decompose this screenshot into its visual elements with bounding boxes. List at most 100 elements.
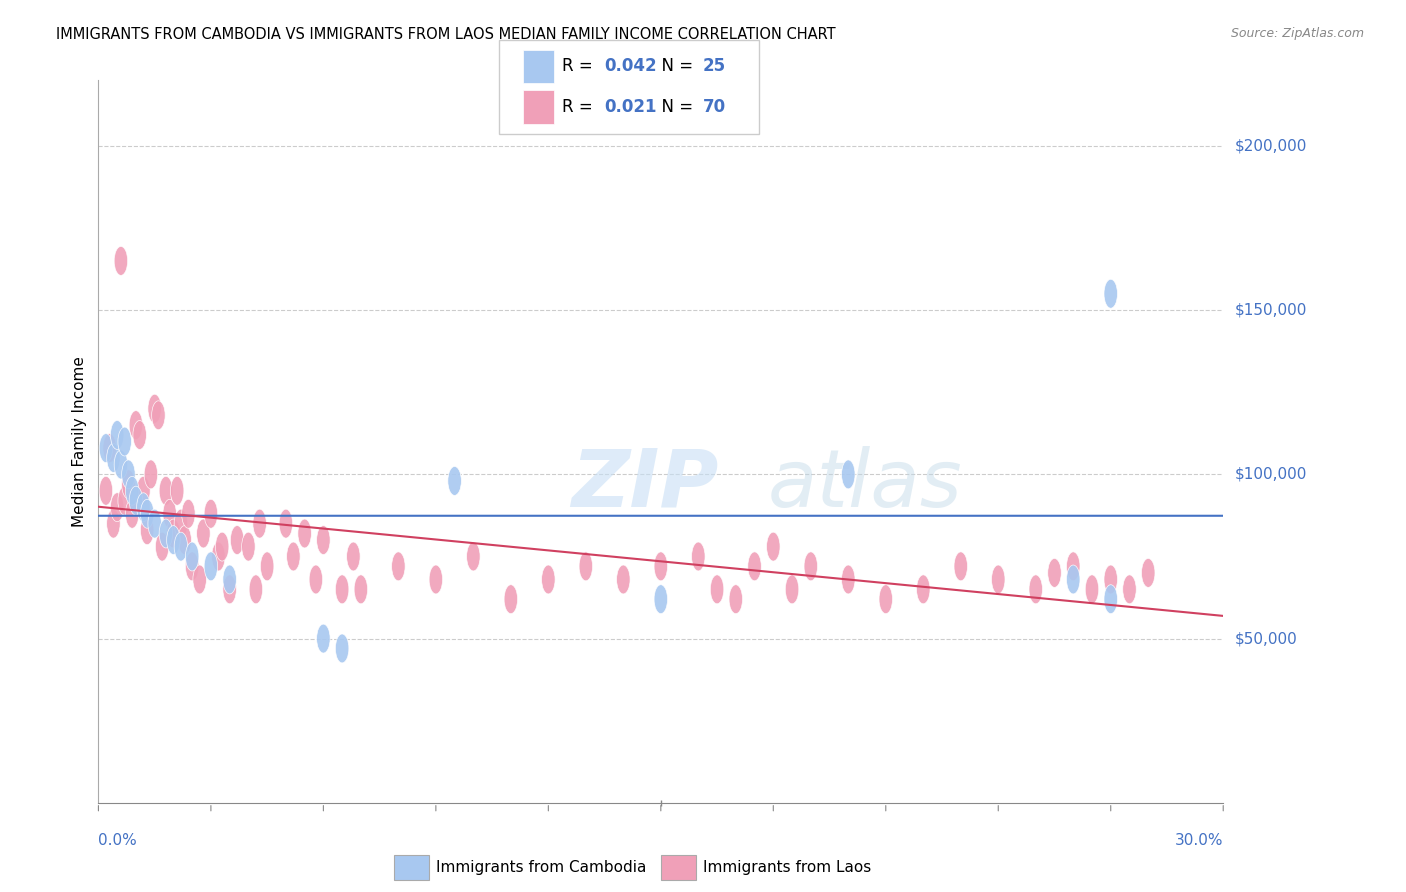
Ellipse shape [654,552,668,581]
Ellipse shape [955,552,967,581]
Ellipse shape [107,509,120,538]
Ellipse shape [174,509,187,538]
Ellipse shape [224,565,236,594]
Ellipse shape [107,443,120,473]
Ellipse shape [879,585,893,614]
Ellipse shape [617,565,630,594]
Text: 0.021: 0.021 [605,98,657,116]
Ellipse shape [148,394,162,423]
Ellipse shape [122,470,135,499]
Ellipse shape [692,542,704,571]
Ellipse shape [710,574,724,604]
Ellipse shape [1085,574,1098,604]
Ellipse shape [145,460,157,489]
Ellipse shape [316,624,330,653]
Ellipse shape [253,509,266,538]
Text: $100,000: $100,000 [1234,467,1306,482]
Ellipse shape [159,476,173,505]
Ellipse shape [125,500,139,528]
Ellipse shape [429,565,443,594]
Text: 25: 25 [703,57,725,76]
Ellipse shape [129,410,142,440]
Text: Source: ZipAtlas.com: Source: ZipAtlas.com [1230,27,1364,40]
Ellipse shape [174,533,187,561]
Ellipse shape [1104,585,1118,614]
Text: 0.042: 0.042 [605,57,657,76]
Ellipse shape [260,552,274,581]
Ellipse shape [204,500,218,528]
Ellipse shape [179,525,191,555]
Ellipse shape [917,574,929,604]
Ellipse shape [287,542,299,571]
Ellipse shape [1067,565,1080,594]
Text: N =: N = [651,98,699,116]
Text: $150,000: $150,000 [1234,302,1306,318]
Ellipse shape [766,533,780,561]
Ellipse shape [505,585,517,614]
Y-axis label: Median Family Income: Median Family Income [72,356,87,527]
Ellipse shape [249,574,263,604]
Ellipse shape [134,420,146,450]
Ellipse shape [1104,565,1118,594]
Ellipse shape [842,460,855,489]
Ellipse shape [163,500,176,528]
Ellipse shape [167,525,180,555]
Ellipse shape [541,565,555,594]
Ellipse shape [141,516,153,545]
Ellipse shape [654,585,668,614]
Ellipse shape [152,401,165,430]
Text: R =: R = [562,57,599,76]
Ellipse shape [114,246,128,276]
Ellipse shape [1104,279,1118,309]
Text: 0.0%: 0.0% [98,833,138,848]
Ellipse shape [212,542,225,571]
Ellipse shape [111,420,124,450]
Ellipse shape [186,542,198,571]
Ellipse shape [1142,558,1154,587]
Ellipse shape [1067,552,1080,581]
Ellipse shape [1123,574,1136,604]
Text: IMMIGRANTS FROM CAMBODIA VS IMMIGRANTS FROM LAOS MEDIAN FAMILY INCOME CORRELATIO: IMMIGRANTS FROM CAMBODIA VS IMMIGRANTS F… [56,27,835,42]
Ellipse shape [280,509,292,538]
Text: Immigrants from Cambodia: Immigrants from Cambodia [436,861,647,875]
Ellipse shape [224,574,236,604]
Ellipse shape [204,552,218,581]
Ellipse shape [170,476,184,505]
Ellipse shape [336,634,349,663]
Ellipse shape [347,542,360,571]
Text: atlas: atlas [768,446,963,524]
Ellipse shape [129,486,142,515]
Ellipse shape [103,434,117,463]
Ellipse shape [125,476,139,505]
Ellipse shape [316,525,330,555]
Ellipse shape [100,434,112,463]
Ellipse shape [579,552,592,581]
Ellipse shape [156,533,169,561]
Ellipse shape [309,565,322,594]
Text: $50,000: $50,000 [1234,632,1298,646]
Ellipse shape [1029,574,1042,604]
Ellipse shape [148,509,162,538]
Ellipse shape [193,565,207,594]
Ellipse shape [111,492,124,522]
Text: 30.0%: 30.0% [1175,833,1223,848]
Text: R =: R = [562,98,599,116]
Ellipse shape [100,476,112,505]
Ellipse shape [118,427,131,456]
Ellipse shape [298,519,311,548]
Ellipse shape [159,519,173,548]
Ellipse shape [748,552,761,581]
Ellipse shape [122,460,135,489]
Ellipse shape [136,476,150,505]
Ellipse shape [114,450,128,479]
Text: Immigrants from Laos: Immigrants from Laos [703,861,872,875]
Text: ZIP: ZIP [571,446,718,524]
Ellipse shape [354,574,367,604]
Ellipse shape [842,565,855,594]
Ellipse shape [181,500,195,528]
Ellipse shape [449,467,461,495]
Ellipse shape [467,542,479,571]
Ellipse shape [242,533,254,561]
Ellipse shape [186,552,198,581]
Ellipse shape [1047,558,1062,587]
